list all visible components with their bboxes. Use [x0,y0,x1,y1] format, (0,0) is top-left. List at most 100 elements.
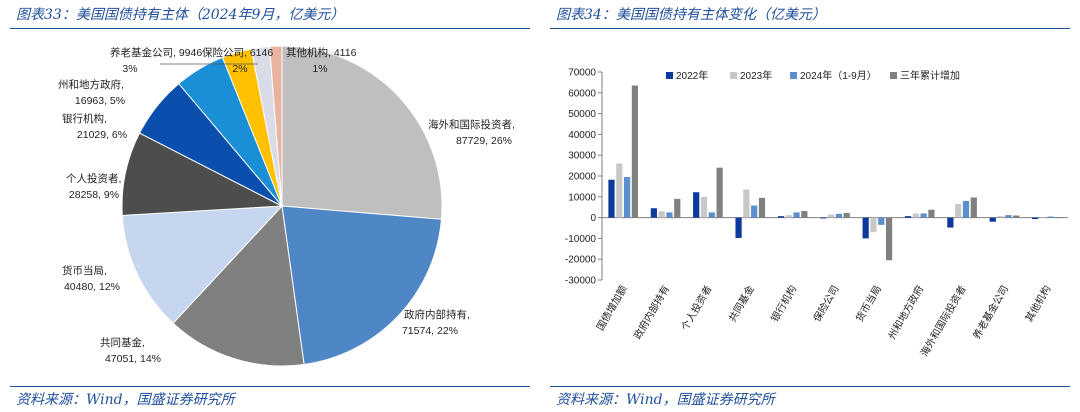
pie-label-value-mutual-fund: 47051, 14% [105,353,161,365]
source-note: 资料来源：Wind，国盛证券研究所 [16,392,235,408]
bar [820,217,827,219]
legend-label: 三年累计增加 [900,69,960,82]
pie-label-bank: 银行机构, [62,112,107,125]
legend-label: 2022年 [676,69,708,82]
bar [658,211,665,218]
bar [616,163,623,218]
bar [885,217,893,261]
bar-chart-title: 图表34：美国国债持有主体变化（亿美元） [556,7,826,23]
pie-label-value-state-local: 16963, 5% [75,95,125,107]
pie-label-pct-insurance: 2% [232,63,247,75]
pie-label-value-monetary-authority: 40480, 12% [64,281,120,293]
legend-swatch [890,72,897,79]
bar [650,208,657,218]
legend-swatch [666,72,673,79]
bar [623,177,631,218]
bar [674,198,681,218]
pie-label-value-intragov: 71574, 22% [402,325,458,337]
pie-label-value-bank: 21029, 6% [77,129,127,141]
pie-label-monetary-authority: 货币当局, [62,264,107,277]
bar [970,197,977,218]
x-tick-label: 保险公司 [810,283,841,324]
bar [693,192,700,218]
pie-label-other: 其他机构, 4116 [286,46,357,59]
bar [962,200,970,218]
x-tick-label: 银行机构 [768,283,799,324]
bar [843,213,850,218]
bar [743,189,750,218]
x-tick-label: 海外和国际投资者 [917,283,968,359]
bar [777,216,785,218]
bar [708,212,715,218]
y-tick-label: 40000 [568,130,596,141]
y-tick-label: 50000 [568,109,596,120]
bar [1013,215,1020,218]
title-rule [550,28,1070,29]
bar [828,214,835,218]
pie-slice-overseas [281,45,443,220]
bar [631,85,638,218]
bar [878,217,885,225]
x-tick-label: 州和地方政府 [885,283,926,341]
pie-label-intragov: 政府内部持有, [404,308,470,321]
bar [955,204,962,218]
bar [735,217,742,238]
bar [801,210,808,218]
legend-label: 2023年 [740,69,772,82]
x-tick-label: 共同基金 [726,283,757,324]
x-tick-label: 货币当局 [853,283,884,324]
x-tick-label: 国债增加额 [594,283,630,333]
y-tick-label: -30000 [565,276,597,287]
pie-label-state-local: 州和地方政府, [58,78,124,91]
legend-label: 2024年（1-9月） [800,69,877,82]
pie-slice-intragov [281,205,442,366]
bar [608,179,615,218]
x-tick-label: 其他机构 [1022,283,1053,324]
y-tick-label: 30000 [568,151,596,162]
y-tick-label: 60000 [568,88,596,99]
bar [1039,217,1047,218]
bar [870,217,877,233]
bar-panel: 图表34：美国国债持有主体变化（亿美元） -30000 -20000 -10000 0… [540,0,1080,412]
pie-slice-mutual-fund [172,204,305,367]
source-note: 资料来源：Wind，国盛证券研究所 [556,392,775,408]
y-tick-label: -20000 [565,255,597,266]
title-rule [10,28,530,29]
bar [1005,215,1012,218]
pie-chart: 海外和国际投资者, 87729, 26% 政府内部持有, 71574, 22% 共同基金… [58,45,515,367]
bar [989,217,996,222]
pie-label-value-overseas: 87729, 26% [456,135,512,147]
bar [785,215,792,218]
bar [997,215,1004,218]
bar [862,217,869,239]
bar [1047,216,1054,218]
bar [835,213,842,218]
bar [904,216,912,218]
bar [700,196,708,218]
y-tick-label: -10000 [565,234,597,245]
pie-label-individual: 个人投资者, [66,172,121,185]
pie-label-value-individual: 28258, 9% [69,189,119,201]
bar [751,205,758,218]
pie-slice-other [269,45,283,207]
y-tick-label: 0 [590,213,596,224]
bar [1055,216,1062,218]
x-tick-label: 政府内部持有 [631,283,672,341]
bar [912,213,919,218]
y-tick-label: 20000 [568,172,596,183]
bar [666,212,673,218]
source-rule [550,386,1070,387]
pie-label-pct-pension: 3% [122,63,137,75]
bar [758,197,766,218]
source-rule [10,386,530,387]
x-tick-label: 个人投资者 [678,283,714,333]
pie-label-mutual-fund: 共同基金, [100,336,145,349]
bar [920,213,927,218]
legend-swatch [730,72,737,79]
legend-swatch [790,72,797,79]
bar [928,209,935,218]
bar [1032,217,1039,220]
bar-chart: -30000 -20000 -10000 0 10000 20000 30000 40000 5… [565,68,1068,359]
y-tick-label: 10000 [568,192,596,203]
x-tick-label: 养老基金公司 [970,283,1011,341]
